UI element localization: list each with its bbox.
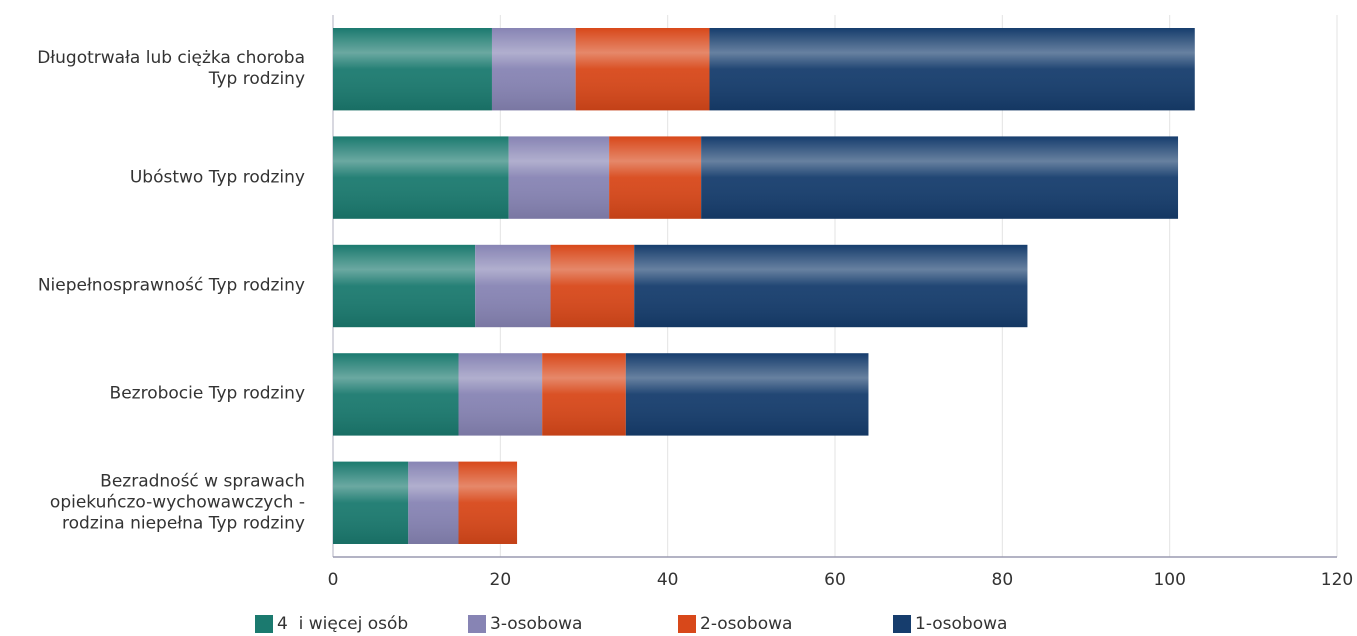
bar-shine xyxy=(458,353,543,436)
bar-shine xyxy=(333,28,492,111)
legend-label: 1-osobowa xyxy=(915,614,1008,634)
bar-shine xyxy=(542,353,626,436)
bar-shine xyxy=(625,353,869,436)
y-tick-label: Bezradność w sprawach opiekuńczo-wychowa… xyxy=(49,471,305,534)
bar-shine xyxy=(550,244,635,328)
bar-shine xyxy=(333,461,409,544)
x-tick-label: 0 xyxy=(328,570,339,590)
bar-shine xyxy=(709,28,1195,111)
x-tick-label: 60 xyxy=(824,570,846,590)
bar-shine xyxy=(634,244,1028,328)
bar-shine xyxy=(575,28,710,111)
legend-swatch xyxy=(468,615,486,633)
legend-label: 4 i więcej osób xyxy=(277,614,409,634)
x-tick-label: 80 xyxy=(992,570,1014,590)
y-tick-label: Długotrwała lub ciężka choroba Typ rodzi… xyxy=(37,48,305,90)
bar-shine xyxy=(609,136,702,219)
y-tick-label: Ubóstwo Typ rodziny xyxy=(129,167,305,188)
legend-swatch xyxy=(893,615,911,633)
legend-label: 3-osobowa xyxy=(490,614,583,634)
y-tick-label: Niepełnosprawność Typ rodziny xyxy=(37,275,305,296)
x-tick-label: 20 xyxy=(490,570,512,590)
x-tick-label: 120 xyxy=(1321,570,1353,590)
x-tick-label: 40 xyxy=(657,570,679,590)
legend-item: 4 i więcej osób xyxy=(255,614,408,634)
legend-item: 1-osobowa xyxy=(893,614,1007,634)
y-tick-label: Bezrobocie Typ rodziny xyxy=(109,383,305,404)
bar-shine xyxy=(491,28,576,111)
legend-swatch xyxy=(255,615,273,633)
bar-shine xyxy=(701,136,1179,219)
bar-shine xyxy=(508,136,610,219)
bar-shine xyxy=(475,244,551,328)
legend-swatch xyxy=(678,615,696,633)
legend-item: 2-osobowa xyxy=(678,614,792,634)
bar-shine xyxy=(333,353,459,436)
legend-label: 2-osobowa xyxy=(700,614,793,634)
bar-shine xyxy=(408,461,459,544)
x-tick-label: 100 xyxy=(1153,570,1185,590)
bar-shine xyxy=(333,136,509,219)
bar-shine xyxy=(458,461,518,544)
legend-item: 3-osobowa xyxy=(468,614,582,634)
bar-shine xyxy=(333,244,476,328)
